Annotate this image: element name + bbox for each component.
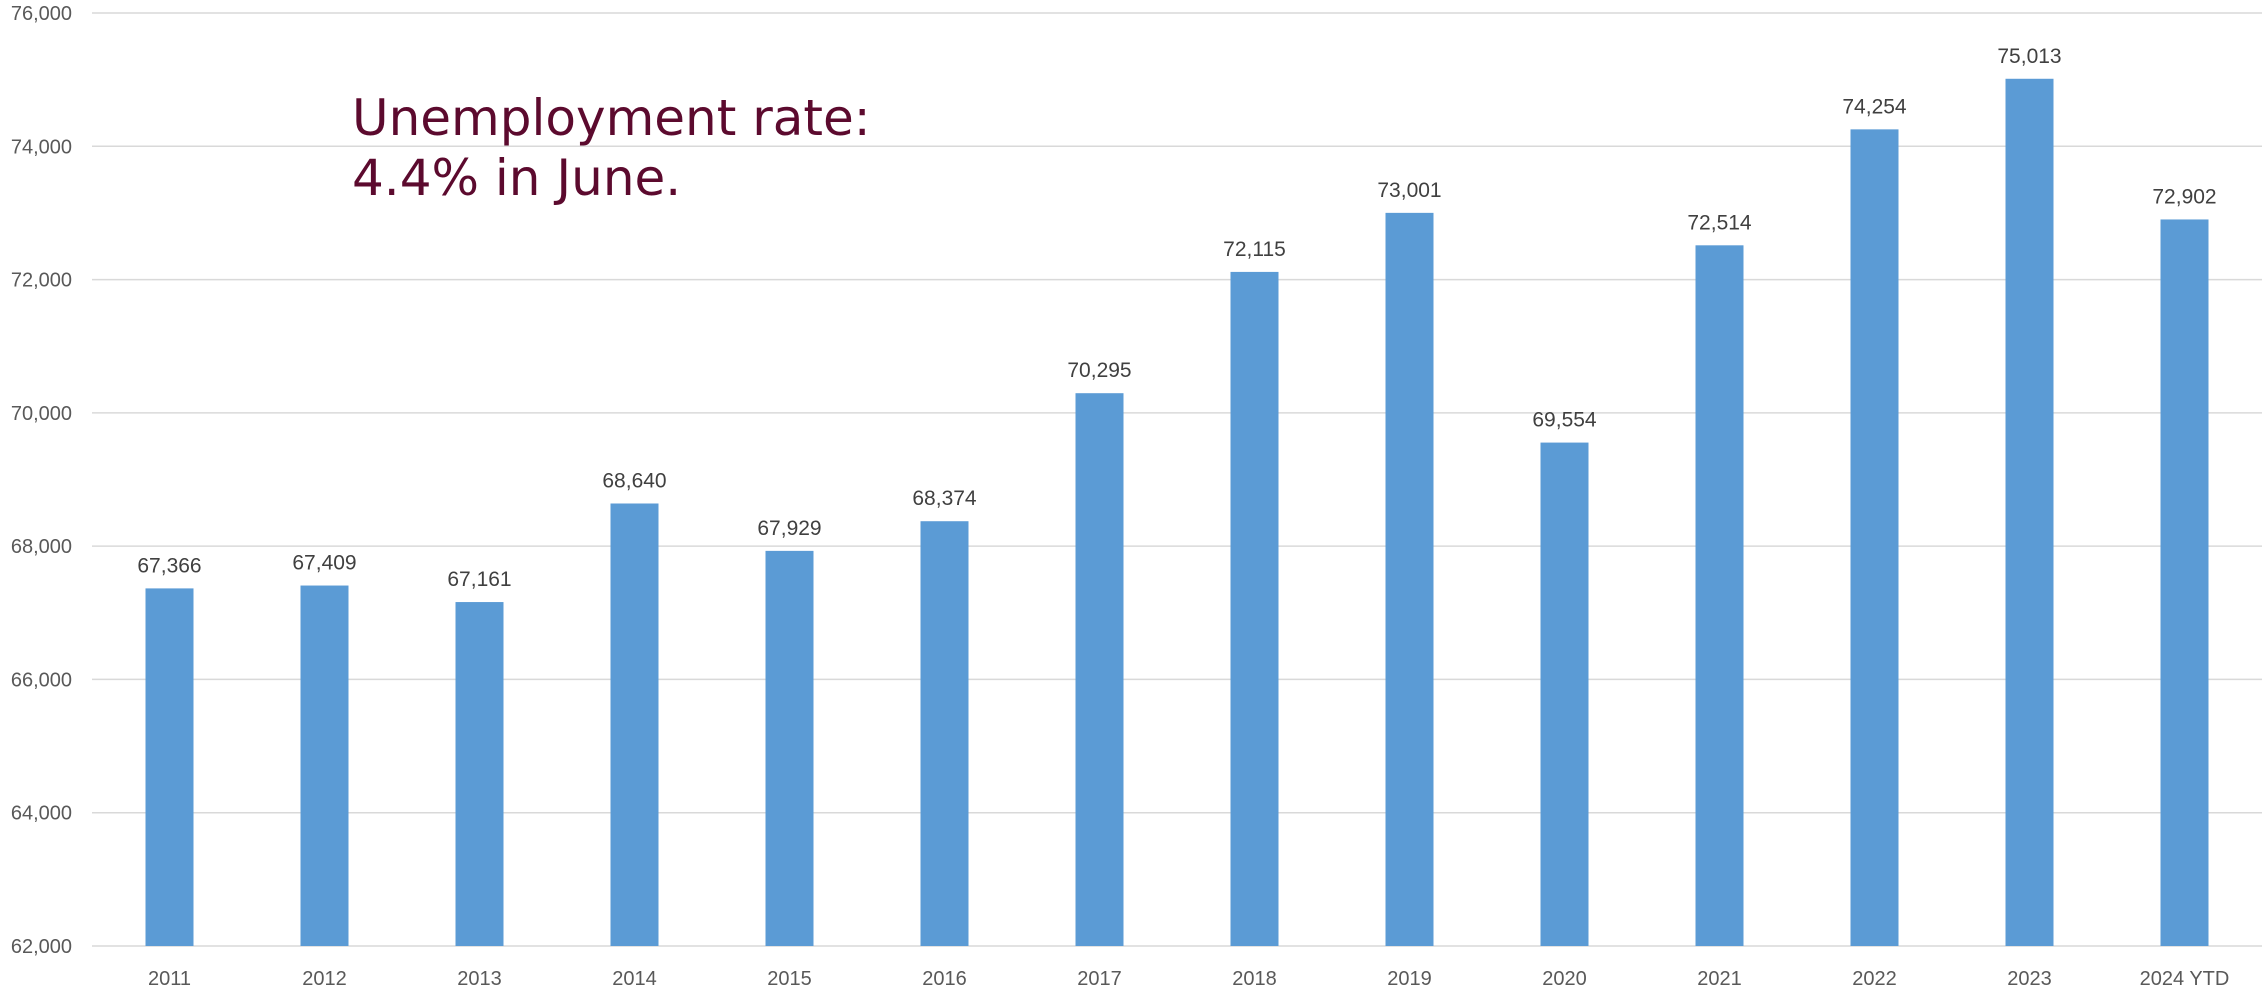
bar <box>765 550 814 946</box>
y-tick-label: 76,000 <box>11 3 72 25</box>
x-tick-label: 2019 <box>1387 968 1432 990</box>
y-tick-label: 68,000 <box>11 536 72 558</box>
bar <box>1850 129 1899 947</box>
y-tick-label: 72,000 <box>11 270 72 292</box>
x-tick-label: 2014 <box>612 968 657 990</box>
x-tick-label: 2011 <box>148 968 191 990</box>
x-tick-label: 2024 YTD <box>2140 968 2230 990</box>
data-label: 68,640 <box>602 469 666 492</box>
unemployment-annotation: Unemployment rate: 4.4% in June. <box>352 88 871 208</box>
x-tick-label: 2015 <box>767 968 812 990</box>
data-label: 67,409 <box>292 552 356 575</box>
y-axis-tick-labels: 62,000 64,000 66,000 68,000 70,000 72,000 74,0… <box>11 3 72 958</box>
annotation-line-2: 4.4% in June. <box>352 149 682 207</box>
bars <box>145 78 2209 947</box>
data-label: 72,902 <box>2152 185 2216 208</box>
bar <box>1075 393 1124 946</box>
data-label: 70,295 <box>1067 359 1131 382</box>
y-tick-label: 66,000 <box>11 669 72 691</box>
data-label: 68,374 <box>912 487 977 510</box>
data-label: 72,514 <box>1687 211 1752 234</box>
data-label: 74,254 <box>1842 95 1907 118</box>
x-tick-label: 2016 <box>922 968 967 990</box>
bar <box>1695 245 1744 946</box>
x-tick-label: 2012 <box>302 968 347 990</box>
data-label: 73,001 <box>1377 179 1441 202</box>
gridlines <box>92 12 2262 947</box>
annotation-line-1: Unemployment rate: <box>352 89 871 147</box>
bar <box>1385 212 1434 946</box>
x-tick-label: 2021 <box>1697 968 1742 990</box>
data-labels: 67,366 67,409 67,161 68,640 67,929 68,374 70,2… <box>137 45 2216 591</box>
x-tick-label: 2022 <box>1852 968 1897 990</box>
data-label: 67,929 <box>757 517 821 540</box>
bar <box>2005 78 2054 947</box>
data-label: 67,161 <box>447 568 511 591</box>
data-label: 72,115 <box>1223 238 1286 261</box>
bar <box>145 588 194 946</box>
data-label: 67,366 <box>137 554 201 577</box>
data-label: 69,554 <box>1532 409 1597 432</box>
bar <box>455 602 504 946</box>
y-tick-label: 62,000 <box>11 936 72 958</box>
bar <box>610 503 659 946</box>
bar <box>1230 271 1279 947</box>
x-axis-tick-labels: 2011 2012 2013 2014 2015 2016 2017 2018 2019 2020… <box>148 968 2229 990</box>
x-tick-label: 2013 <box>457 968 502 990</box>
x-tick-label: 2023 <box>2007 968 2052 990</box>
y-tick-label: 64,000 <box>11 803 72 825</box>
x-tick-label: 2020 <box>1542 968 1587 990</box>
y-tick-label: 70,000 <box>11 403 72 425</box>
bar <box>300 585 349 946</box>
bar <box>920 521 969 946</box>
x-tick-label: 2018 <box>1232 968 1277 990</box>
bar <box>2160 219 2209 946</box>
y-tick-label: 74,000 <box>11 136 72 158</box>
data-label: 75,013 <box>1997 45 2061 68</box>
x-tick-label: 2017 <box>1077 968 1122 990</box>
bar <box>1540 442 1589 946</box>
